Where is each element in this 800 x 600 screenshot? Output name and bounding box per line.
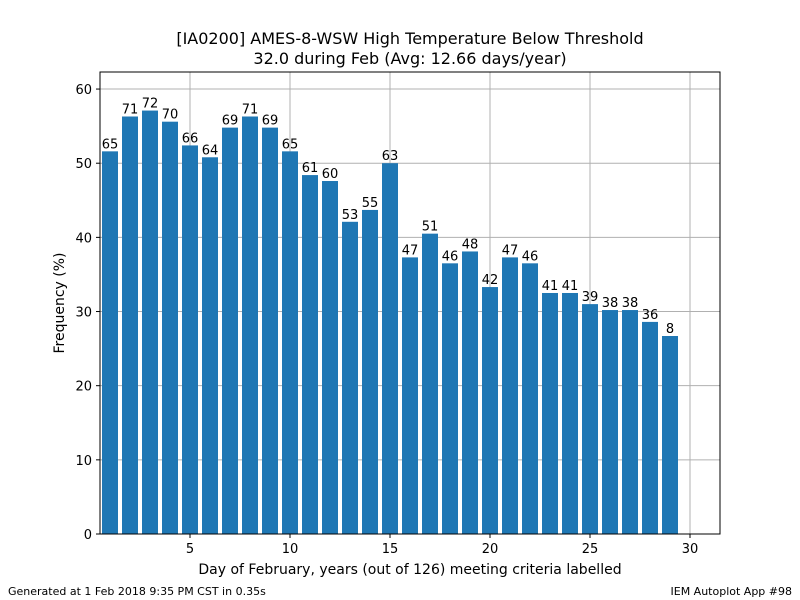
bar [202,157,218,535]
bar [582,304,598,534]
bar-value-label: 61 [302,161,319,176]
bar [282,151,298,534]
bar-value-label: 64 [202,143,219,158]
x-tick-label: 25 [582,542,599,557]
x-tick-label: 5 [186,542,194,557]
bar [322,181,338,534]
bar [642,321,658,534]
bar [102,151,118,534]
bar-value-label: 69 [262,114,279,129]
bar [302,175,318,534]
bar-value-label: 63 [382,149,399,164]
footer-app-text: IEM Autoplot App #98 [670,585,793,598]
y-axis-ticks: 0 10 20 30 40 50 60 [75,83,100,543]
bar-value-label: 48 [462,237,479,252]
bar-value-label: 39 [582,290,599,305]
x-tick-label: 20 [482,542,499,557]
bar-value-label: 8 [666,322,674,337]
bar-value-label: 46 [442,249,459,264]
bar-value-label: 42 [482,273,499,288]
bar-value-label: 60 [322,167,339,182]
bar-value-label: 46 [522,249,539,264]
bar [482,287,498,534]
y-tick-label: 60 [75,83,92,98]
bar [522,263,538,534]
bar-value-label: 47 [502,243,519,258]
bar [342,221,358,534]
bar-value-label: 72 [142,97,159,112]
bar [242,116,258,534]
bar-value-label: 70 [162,108,179,123]
bar [182,145,198,535]
bar-value-label: 66 [182,131,199,146]
chart-title: [IA0200] AMES-8-WSW High Temperature Bel… [176,29,643,48]
bar-value-label: 41 [562,279,579,294]
y-axis-label: Frequency (%) [52,252,68,353]
bar [122,116,138,534]
bar-value-label: 65 [282,137,299,152]
bar [622,310,638,534]
bar [382,163,398,534]
bar [662,336,678,534]
y-tick-label: 50 [75,157,92,172]
footer-generated-text: Generated at 1 Feb 2018 9:35 PM CST in 0… [8,585,266,598]
bar-value-label: 51 [422,220,439,235]
bar [442,263,458,534]
bar-value-label: 41 [542,279,559,294]
bar-value-label: 55 [362,196,379,211]
bar-value-label: 71 [242,102,259,117]
y-tick-label: 30 [75,306,92,321]
bar-value-label: 69 [222,114,239,129]
bar [542,292,558,534]
bar [502,257,518,534]
bar [602,310,618,534]
bar [462,251,478,534]
x-tick-label: 30 [682,542,699,557]
bar-value-label: 47 [402,243,419,258]
plot-frame [99,71,721,535]
chart-subtitle: 32.0 during Feb (Avg: 12.66 days/year) [253,49,566,68]
bar [362,209,378,534]
bar [142,110,158,534]
y-tick-label: 10 [75,454,92,469]
bar [222,127,238,534]
bar-value-label: 38 [602,296,619,311]
bar [402,257,418,534]
y-tick-label: 40 [75,231,92,246]
x-axis-ticks: 5 10 15 20 25 30 [186,534,698,557]
bars-group [102,110,678,535]
bar-value-label: 65 [102,137,119,152]
bar [562,292,578,534]
bar-value-label: 53 [342,208,359,223]
bar-value-label: 71 [122,102,139,117]
bar [162,121,178,534]
x-tick-label: 10 [282,542,299,557]
bar-value-label: 36 [642,308,659,323]
x-tick-label: 15 [382,542,399,557]
bar [422,233,438,535]
x-axis-label: Day of February, years (out of 126) meet… [198,562,621,578]
y-tick-label: 20 [75,380,92,395]
bar [262,127,278,534]
y-tick-label: 0 [84,528,92,543]
bar-value-label: 38 [622,296,639,311]
